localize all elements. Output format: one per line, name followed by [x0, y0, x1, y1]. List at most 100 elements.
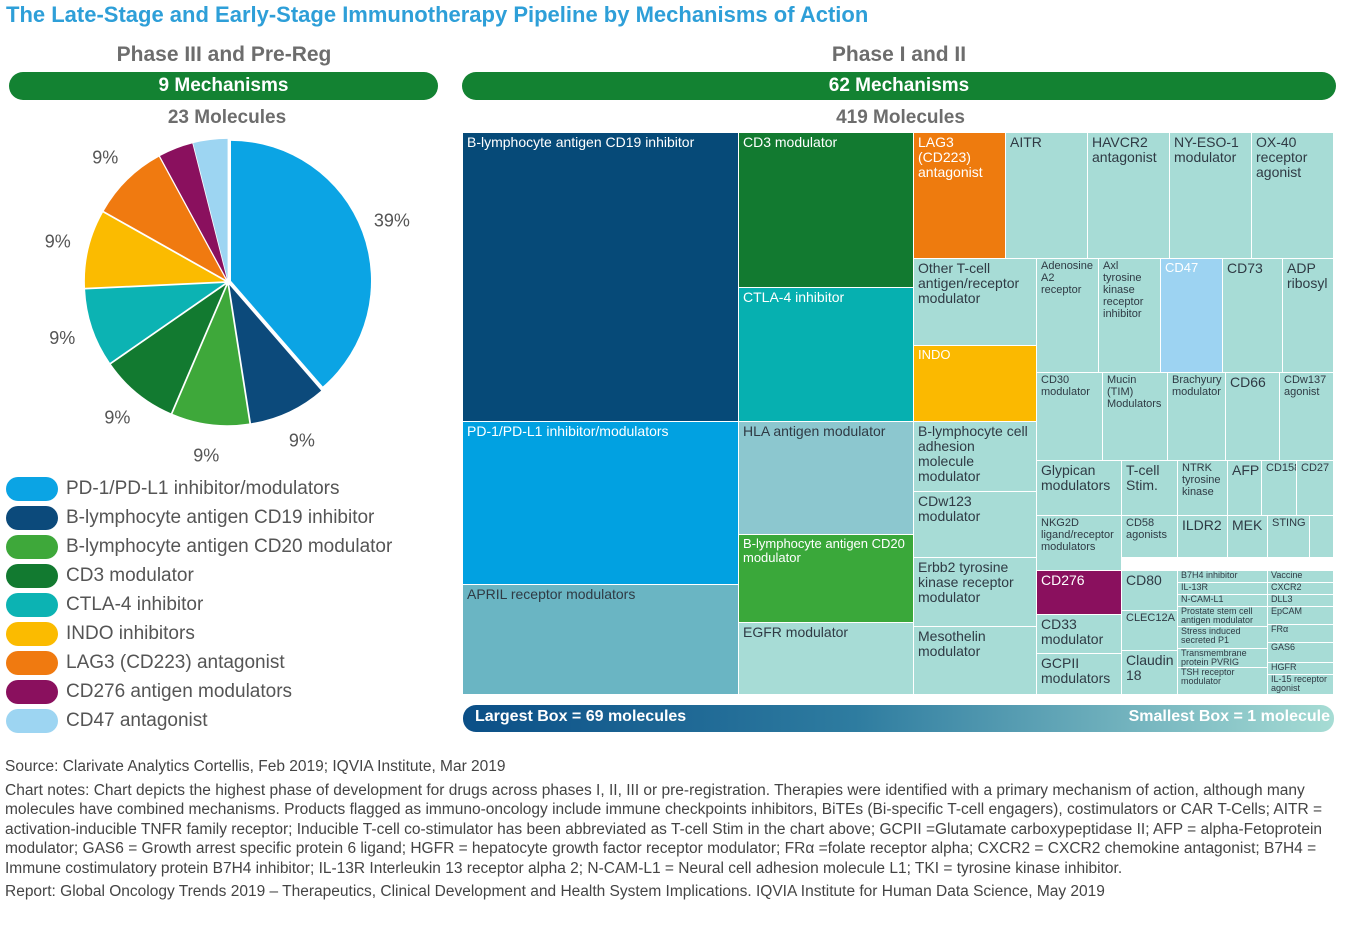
treemap-cell: CD30 modulator: [1037, 373, 1103, 461]
left-panel-heading: Phase III and Pre-Reg: [116, 43, 332, 66]
treemap-cell: CD66: [1226, 373, 1280, 461]
treemap-cell: B-lymphocyte cell adhesion molecule modu…: [914, 422, 1037, 492]
legend-label: LAG3 (CD223) antagonist: [66, 651, 285, 673]
treemap-cell: EpCAM: [1268, 607, 1334, 625]
legend-label: INDO inhibitors: [66, 622, 195, 644]
chart-notes: Chart notes: Chart depicts the highest p…: [5, 781, 1323, 877]
treemap-cell: FRα: [1268, 625, 1334, 643]
legend-swatch: [6, 621, 58, 646]
treemap-cell: CD58 agonists: [1122, 516, 1178, 558]
pie-slice-7: [103, 156, 226, 280]
treemap-cell: CD33 modulator: [1037, 615, 1122, 654]
treemap-cell: Brachyury modulator: [1168, 373, 1226, 461]
legend-item: CD276 antigen modulators: [6, 677, 392, 706]
treemap-cell: Vaccine: [1268, 571, 1334, 583]
treemap-cell: T-cell Stim.: [1122, 461, 1178, 516]
legend-label: CD276 antigen modulators: [66, 680, 293, 702]
pie-value-label-7: 9%: [92, 147, 118, 167]
legend-item: CTLA-4 inhibitor: [6, 590, 392, 619]
left-molecules-count: 23 Molecules: [167, 107, 287, 128]
treemap-cell: NY-ESO-1 modulator: [1170, 133, 1252, 259]
pie-slice-8: [159, 143, 227, 280]
treemap-cell: [1310, 516, 1334, 558]
treemap-cell: CD80: [1122, 571, 1178, 611]
treemap-cell: Stress induced secreted P1: [1178, 627, 1268, 649]
pie-legend: PD-1/PD-L1 inhibitor/modulators B-lymphoc…: [6, 474, 392, 735]
treemap-cell: CXCR2: [1268, 583, 1334, 595]
legend-item: CD47 antagonist: [6, 706, 392, 735]
pie-value-label-3: 9%: [193, 446, 219, 466]
treemap-cell: NTRK tyrosine kinase: [1178, 461, 1228, 516]
legend-label: CTLA-4 inhibitor: [66, 593, 204, 615]
pie-slice-9: [193, 138, 228, 279]
legend-swatch: [6, 476, 58, 501]
legend-item: B-lymphocyte antigen CD20 modulator: [6, 532, 392, 561]
treemap-cell: N-CAM-L1: [1178, 595, 1268, 607]
treemap-cell: Other T-cell antigen/receptor modulator: [914, 259, 1037, 346]
treemap-cell: INDO: [914, 346, 1037, 422]
scale-smallest-label: Smallest Box = 1 molecule: [1128, 708, 1330, 725]
source-note: Source: Clarivate Analytics Cortellis, F…: [5, 758, 506, 775]
legend-swatch: [6, 708, 58, 733]
left-mechanisms-pill: 9 Mechanisms: [9, 72, 438, 100]
legend-label: B-lymphocyte antigen CD19 inhibitor: [66, 506, 375, 528]
treemap-cell: Claudin 18: [1122, 651, 1178, 695]
treemap-cell: HGFR: [1268, 663, 1334, 675]
treemap-cell: Transmembrane protein PVRIG: [1178, 649, 1268, 668]
treemap-cell: CLEC12A: [1122, 611, 1178, 651]
treemap-cell: IL-15 receptor agonist: [1268, 675, 1334, 695]
treemap-cell: CD158: [1262, 461, 1297, 516]
page-title: The Late-Stage and Early-Stage Immunothe…: [6, 2, 869, 27]
treemap-cell: Adenosine A2 receptor: [1037, 259, 1099, 373]
legend-item: INDO inhibitors: [6, 619, 392, 648]
treemap-cell: CD47: [1161, 259, 1223, 373]
treemap-cell: B-lymphocyte antigen CD20 modulator: [739, 535, 914, 623]
treemap-cell: Axl tyrosine kinase receptor inhibitor: [1099, 259, 1161, 373]
treemap-cell: CD3 modulator: [739, 133, 914, 288]
legend-item: B-lymphocyte antigen CD19 inhibitor: [6, 503, 392, 532]
pie-value-label-2: 9%: [289, 431, 315, 451]
legend-swatch: [6, 679, 58, 704]
treemap-cell: CD73: [1223, 259, 1283, 373]
treemap-cell: ADP ribosyl: [1283, 259, 1334, 373]
treemap-cell: IL-13R: [1178, 583, 1268, 595]
right-panel-heading: Phase I and II: [831, 43, 967, 66]
treemap-cell: Glypican modulators: [1037, 461, 1122, 516]
footnotes: Source: Clarivate Analytics Cortellis, F…: [5, 757, 1340, 902]
pie-value-label-5: 9%: [49, 328, 75, 348]
treemap-cell: HAVCR2 antagonist: [1088, 133, 1170, 259]
treemap-cell: HLA antigen modulator: [739, 422, 914, 535]
legend-swatch: [6, 650, 58, 675]
legend-swatch: [6, 563, 58, 588]
treemap-cell: EGFR modulator: [739, 623, 914, 695]
legend-item: PD-1/PD-L1 inhibitor/modulators: [6, 474, 392, 503]
box-size-scale: Largest Box = 69 molecules Smallest Box …: [463, 705, 1334, 732]
treemap-cell: Prostate stem cell antigen modulator: [1178, 607, 1268, 627]
treemap-cell: TSH receptor modulator: [1178, 668, 1268, 695]
treemap-cell: B-lymphocyte antigen CD19 inhibitor: [463, 133, 739, 422]
treemap-cell: APRIL receptor modulators: [463, 585, 739, 695]
treemap-cell: AITR: [1006, 133, 1088, 259]
scale-largest-label: Largest Box = 69 molecules: [475, 708, 687, 725]
legend-label: CD3 modulator: [66, 564, 194, 586]
treemap-chart: B-lymphocyte antigen CD19 inhibitor PD-1/…: [463, 133, 1334, 695]
legend-swatch: [6, 592, 58, 617]
pie-slice-2: [229, 284, 322, 424]
pie-chart: 39%9%9%9%9%9%9%4%4%: [45, 138, 410, 466]
report-note: Report: Global Oncology Trends 2019 – Th…: [5, 883, 1105, 900]
legend-label: CD47 antagonist: [66, 709, 208, 731]
treemap-cell: OX-40 receptor agonist: [1252, 133, 1334, 259]
treemap-cell: ILDR2: [1178, 516, 1228, 558]
treemap-cell: STING: [1268, 516, 1310, 558]
treemap-cell: NKG2D ligand/receptor modulators: [1037, 516, 1122, 571]
pie-slice-5: [85, 283, 225, 363]
pie-slice-3: [172, 285, 250, 426]
treemap-cell: GAS6: [1268, 643, 1334, 663]
pie-value-label-4: 9%: [104, 408, 130, 428]
right-molecules-count: 419 Molecules: [836, 107, 965, 128]
legend-label: B-lymphocyte antigen CD20 modulator: [66, 535, 393, 557]
pie-value-label-1: 39%: [374, 211, 410, 231]
legend-label: PD-1/PD-L1 inhibitor/modulators: [66, 477, 340, 499]
treemap-cell: CDw137 agonist: [1280, 373, 1334, 461]
treemap-cell: Mucin (TIM) Modulators: [1103, 373, 1168, 461]
